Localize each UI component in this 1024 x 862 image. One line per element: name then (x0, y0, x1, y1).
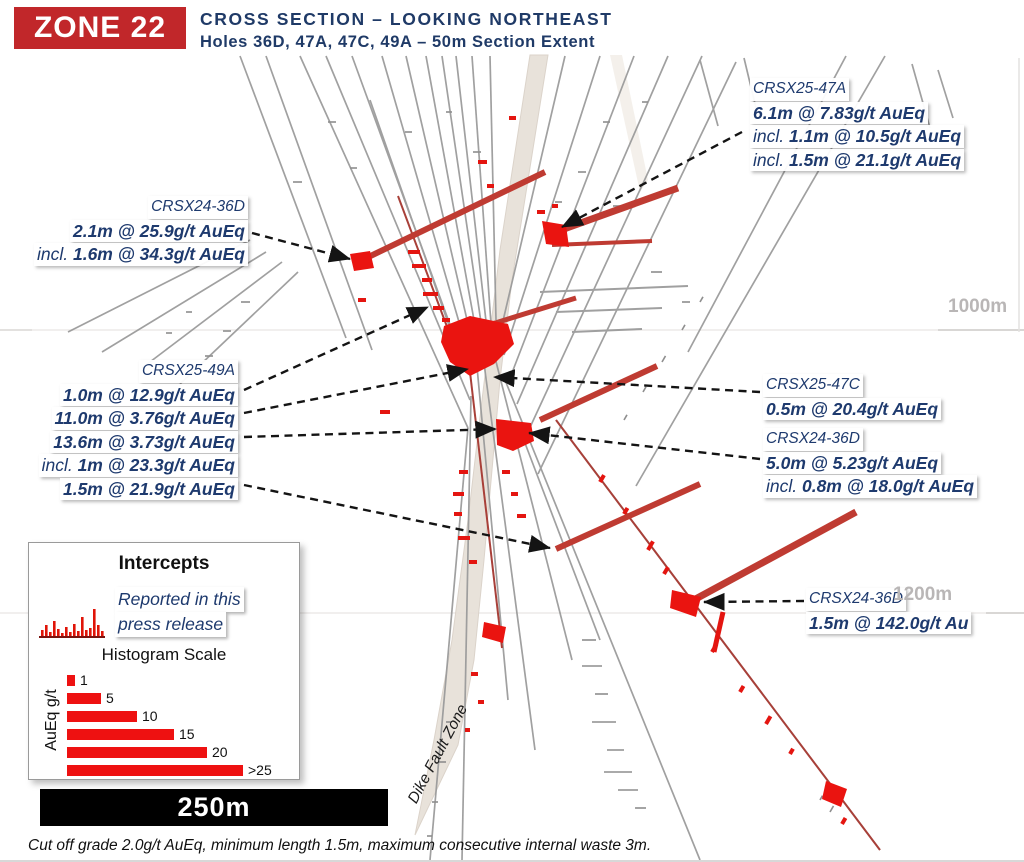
intercept-line: 6.1m @ 7.83g/t AuEq (750, 101, 929, 124)
scale-row: >25 (67, 761, 272, 779)
hole-id: CRSX25-49A (138, 360, 238, 383)
intercept-value: 1m @ 23.3g/t AuEq (77, 455, 235, 475)
scale-value-label: 10 (142, 708, 158, 724)
incl-prefix: incl. (41, 455, 78, 475)
intercept-line: 0.5m @ 20.4g/t AuEq (763, 397, 942, 420)
annotation-crsx24-36d-left: CRSX24-36D 2.1m @ 25.9g/t AuEq incl. 1.6… (33, 196, 248, 266)
intercept-clusters (350, 221, 847, 807)
incl-prefix: incl. (753, 126, 789, 146)
scale-value-label: 1 (80, 672, 88, 688)
title-line1: CROSS SECTION – LOOKING NORTHEAST (200, 9, 613, 29)
intercept-line: incl. 1.6m @ 34.3g/t AuEq (33, 243, 248, 266)
cutoff-footnote: Cut off grade 2.0g/t AuEq, minimum lengt… (28, 837, 652, 854)
incl-prefix: incl. (766, 476, 802, 496)
zone-badge: ZONE 22 (14, 7, 186, 49)
intercept-value: 0.5m @ 20.4g/t AuEq (766, 398, 939, 419)
reported-line1: Reported in this (115, 587, 244, 612)
grade-histogram-ticks (358, 116, 848, 825)
waste-histogram-ticks (166, 101, 835, 837)
intercept-line: 1.5m @ 21.9g/t AuEq (59, 477, 238, 500)
scale-bar-swatch (67, 692, 101, 704)
incl-prefix: incl. (753, 149, 789, 170)
intercept-line: incl. 1m @ 23.3g/t AuEq (38, 454, 238, 477)
elevation-label-1200m: 1200m (893, 584, 953, 605)
intercept-line: 5.0m @ 5.23g/t AuEq (763, 451, 942, 474)
scale-row: 15 (67, 725, 272, 743)
intercept-value: 1.6m @ 34.3g/t AuEq (72, 244, 245, 264)
intercept-value: 1.5m @ 142.0g/t Au (809, 612, 969, 633)
scale-row: 1 (67, 671, 272, 689)
title-line2: Holes 36D, 47A, 47C, 49A – 50m Section E… (200, 33, 596, 51)
annotation-crsx24-36d-right: CRSX24-36D 5.0m @ 5.23g/t AuEq incl. 0.8… (763, 428, 978, 498)
leader-arrows (243, 130, 805, 611)
intercept-value: 1.0m @ 12.9g/t AuEq (62, 384, 235, 405)
intercept-line: incl. 1.1m @ 10.5g/t AuEq (750, 125, 965, 148)
legend-reported-note: Reported in this press release (115, 587, 244, 637)
annotation-crsx25-47c: CRSX25-47C 0.5m @ 20.4g/t AuEq (763, 374, 942, 420)
hole-id: CRSX25-47A (750, 78, 850, 101)
intercept-value: 1.5m @ 21.1g/t AuEq (788, 149, 962, 170)
hole-id: CRSX24-36D (148, 196, 248, 219)
hole-id: CRSX25-47C (763, 374, 863, 397)
scale-bar-swatch (67, 674, 75, 686)
intercept-value: 5.0m @ 5.23g/t AuEq (766, 452, 939, 473)
scale-row: 5 (67, 689, 272, 707)
histogram-scale-title: Histogram Scale (101, 645, 227, 664)
scale-row: 20 (67, 743, 272, 761)
scale-bar-swatch (67, 746, 207, 758)
intercept-line: 13.6m @ 3.73g/t AuEq (50, 430, 238, 453)
annotation-crsx25-47a: CRSX25-47A 6.1m @ 7.83g/t AuEq incl. 1.1… (750, 78, 965, 171)
map-scale-bar: 250m (40, 789, 388, 826)
reported-line2: press release (115, 612, 227, 637)
intercept-line: 11.0m @ 3.76g/t AuEq (51, 407, 238, 430)
intercept-bars (356, 169, 858, 653)
elevation-label-1000m: 1000m (948, 296, 1008, 317)
intercept-value: 13.6m @ 3.73g/t AuEq (53, 431, 235, 452)
hole-id: CRSX24-36D (763, 428, 863, 451)
scale-row: 10 (67, 707, 272, 725)
scale-value-label: 5 (106, 690, 114, 706)
red-histogram-icon (39, 609, 105, 638)
annotation-crsx24-36d-bottom: CRSX24-36D 1.5m @ 142.0g/t Au (806, 588, 972, 634)
intercept-line: incl. 1.5m @ 21.1g/t AuEq (750, 148, 965, 171)
annotation-crsx25-49a: CRSX25-49A 1.0m @ 12.9g/t AuEq 11.0m @ 3… (38, 360, 238, 500)
intercept-value: 1.5m @ 21.9g/t AuEq (62, 478, 235, 499)
histogram-scale-rows: 1 5 10 15 20 >25 (67, 671, 272, 779)
histogram-axis-label: AuEq g/t (43, 689, 60, 751)
scale-value-label: 15 (179, 726, 195, 742)
intercept-value: 6.1m @ 7.83g/t AuEq (753, 102, 926, 123)
scale-value-label: 20 (212, 744, 228, 760)
figure-title: CROSS SECTION – LOOKING NORTHEAST Holes … (200, 9, 613, 52)
intercept-line: incl. 0.8m @ 18.0g/t AuEq (763, 475, 978, 498)
scale-bar-swatch (67, 728, 174, 740)
scale-bar-swatch (67, 764, 243, 776)
intercept-value: 0.8m @ 18.0g/t AuEq (801, 476, 975, 496)
scale-value-label: >25 (248, 762, 272, 778)
scale-bar-swatch (67, 710, 137, 722)
legend-box: Intercepts Reported in this press releas… (28, 542, 300, 780)
intercept-line: 1.5m @ 142.0g/t Au (806, 611, 972, 634)
intercept-value: 2.1m @ 25.9g/t AuEq (72, 220, 245, 241)
intercept-line: 1.0m @ 12.9g/t AuEq (59, 383, 238, 406)
incl-prefix: incl. (36, 244, 73, 264)
intercept-value: 11.0m @ 3.76g/t AuEq (54, 408, 235, 428)
intercept-value: 1.1m @ 10.5g/t AuEq (788, 126, 962, 146)
legend-title: Intercepts (118, 553, 210, 574)
intercept-line: 2.1m @ 25.9g/t AuEq (69, 219, 248, 242)
hole-id: CRSX24-36D (806, 588, 906, 611)
